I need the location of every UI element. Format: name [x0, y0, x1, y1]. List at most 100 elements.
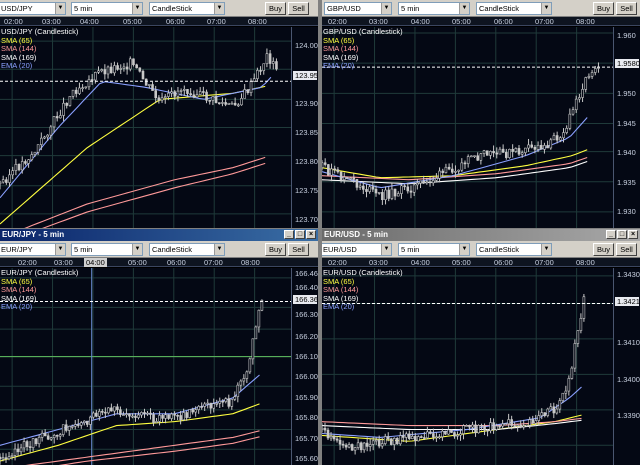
maximize-icon[interactable]: □: [295, 230, 305, 239]
candle-body: [234, 103, 236, 105]
candle-body: [158, 98, 160, 100]
candle-body: [246, 372, 248, 379]
window-title-bar[interactable]: EUR/USD - 5 min _ □ ×: [322, 229, 640, 241]
candle-body: [186, 89, 188, 93]
candle-body: [520, 425, 522, 427]
price-label: 166.46: [295, 269, 318, 278]
sell-button[interactable]: Sell: [616, 2, 637, 15]
candle-body: [469, 425, 471, 427]
chevron-down-icon[interactable]: ▼: [541, 244, 551, 255]
chevron-down-icon[interactable]: ▼: [381, 3, 391, 14]
chevron-down-icon[interactable]: ▼: [381, 244, 391, 255]
moving-average-line: [322, 415, 582, 441]
buy-button[interactable]: Buy: [593, 243, 614, 256]
candle-body: [559, 138, 561, 140]
close-icon[interactable]: ×: [628, 230, 638, 239]
candle-body: [256, 70, 258, 78]
candle-body: [119, 410, 121, 415]
candle-body: [113, 66, 115, 73]
candle-body: [78, 88, 80, 94]
symbol-select[interactable]: USD/JPY ▼: [0, 2, 66, 15]
candle-body: [56, 116, 58, 117]
candle-body: [454, 171, 456, 172]
chevron-down-icon[interactable]: ▼: [132, 244, 142, 255]
close-icon[interactable]: ×: [306, 230, 316, 239]
interval-select[interactable]: 5 min ▼: [398, 2, 470, 15]
chart-type-select[interactable]: CandleStick ▼: [476, 243, 552, 256]
price-label: 123.90: [295, 99, 318, 108]
candle-body: [53, 435, 55, 437]
chart-type-select[interactable]: CandleStick ▼: [149, 243, 225, 256]
candle-body: [402, 436, 404, 438]
symbol-select[interactable]: GBP/USD ▼: [324, 2, 392, 15]
interval-select[interactable]: 5 min ▼: [71, 2, 143, 15]
price-plot[interactable]: USD/JPY (Candlestick) SMA (65) SMA (144)…: [0, 27, 318, 228]
candle-body: [243, 379, 245, 382]
candle-body: [56, 435, 58, 436]
candle-body: [528, 145, 530, 148]
candle-body: [508, 149, 510, 157]
candle-body: [499, 149, 501, 154]
symbol-select[interactable]: EUR/JPY ▼: [0, 243, 66, 256]
interval-select[interactable]: 5 min ▼: [398, 243, 470, 256]
price-axis[interactable]: 124.00 123.95 123.90 123.85 123.80 123.7…: [291, 27, 318, 228]
chevron-down-icon[interactable]: ▼: [214, 3, 224, 14]
candle-body: [159, 415, 161, 421]
minimize-icon[interactable]: _: [606, 230, 616, 239]
price-plot[interactable]: GBP/USD (Candlestick) SMA (65) SMA (144)…: [322, 27, 640, 228]
vertical-splitter[interactable]: [318, 0, 322, 465]
candle-body: [23, 442, 25, 448]
price-plot[interactable]: EUR/USD (Candlestick) SMA (65) SMA (144)…: [322, 268, 640, 465]
candle-body: [174, 414, 176, 415]
window-title-bar[interactable]: EUR/JPY - 5 min _ □ ×: [0, 229, 318, 241]
price-axis[interactable]: 166.46 166.40 166.36 166.30 166.20 166.1…: [291, 268, 318, 465]
chart-type-select[interactable]: CandleStick ▼: [476, 2, 552, 15]
horizontal-splitter[interactable]: [0, 228, 640, 229]
chevron-down-icon[interactable]: ▼: [132, 3, 142, 14]
candle-body: [381, 444, 383, 446]
candle-body: [591, 72, 593, 76]
candle-body: [464, 163, 466, 164]
candle-body: [362, 186, 364, 189]
candle-body: [143, 412, 145, 413]
candle-body: [521, 153, 523, 155]
minimize-icon[interactable]: _: [284, 230, 294, 239]
maximize-icon[interactable]: □: [617, 230, 627, 239]
buy-button[interactable]: Buy: [265, 243, 286, 256]
candle-body: [142, 71, 144, 79]
sell-button[interactable]: Sell: [616, 243, 637, 256]
price-axis[interactable]: 1.960 1.9580 1.950 1.945 1.940 1.935 1.9…: [613, 27, 640, 228]
chevron-down-icon[interactable]: ▼: [55, 3, 65, 14]
price-label: 123.75: [295, 186, 318, 195]
candle-body: [356, 179, 358, 187]
buy-button[interactable]: Buy: [265, 2, 286, 15]
candle-body: [416, 183, 418, 185]
candle-body: [21, 161, 23, 169]
price-plot[interactable]: EUR/JPY (Candlestick) SMA (65) SMA (144)…: [0, 268, 318, 465]
chevron-down-icon[interactable]: ▼: [541, 3, 551, 14]
price-label: 123.85: [295, 128, 318, 137]
price-label: 1.3400: [617, 375, 640, 384]
time-label: 03:00: [42, 17, 61, 26]
candle-body: [225, 102, 227, 104]
interval-select[interactable]: 5 min ▼: [71, 243, 143, 256]
price-axis[interactable]: 1.3430 1.3421 1.3410 1.3400 1.3390: [613, 268, 640, 465]
sell-button[interactable]: Sell: [288, 243, 309, 256]
candle-body: [540, 145, 542, 149]
candle-body: [201, 406, 203, 407]
buy-button[interactable]: Buy: [593, 2, 614, 15]
candle-body: [177, 415, 179, 416]
symbol-select[interactable]: EUR/USD ▼: [322, 243, 392, 256]
candle-body: [550, 140, 552, 148]
chevron-down-icon[interactable]: ▼: [214, 244, 224, 255]
chevron-down-icon[interactable]: ▼: [459, 3, 469, 14]
sell-button[interactable]: Sell: [288, 2, 309, 15]
chevron-down-icon[interactable]: ▼: [459, 244, 469, 255]
candle-body: [2, 458, 4, 459]
candle-body: [429, 182, 431, 183]
candle-body: [514, 426, 516, 427]
chart-type-select[interactable]: CandleStick ▼: [149, 2, 225, 15]
chevron-down-icon[interactable]: ▼: [55, 244, 65, 255]
candle-body: [210, 403, 212, 408]
candle-body: [577, 331, 579, 344]
